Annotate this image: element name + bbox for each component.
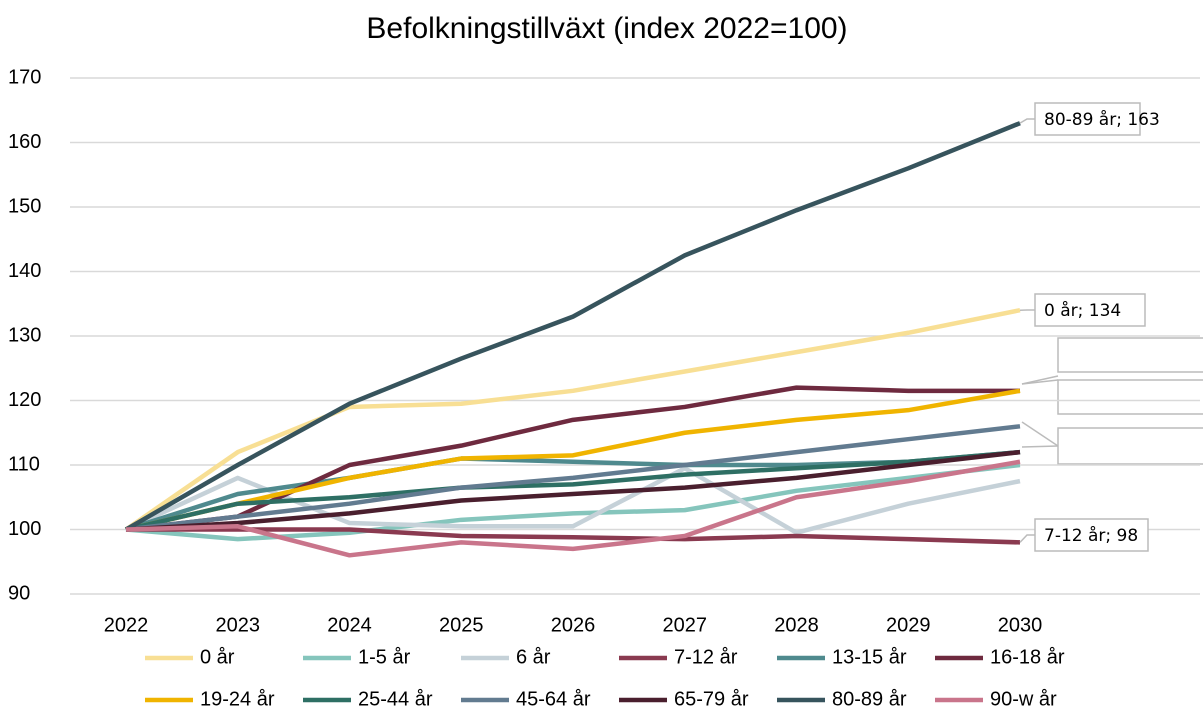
- line-series: [124, 307, 1021, 532]
- y-tick-label: 150: [8, 195, 41, 217]
- legend-label: 1-5 år: [358, 646, 411, 668]
- legend-label: 80-89 år: [832, 688, 907, 710]
- y-tick-label: 160: [8, 131, 41, 153]
- line-series: [126, 527, 1021, 545]
- line-series: [125, 459, 1021, 558]
- line-series: [125, 424, 1021, 532]
- callout-box: [1034, 102, 1141, 136]
- leader-line: [1021, 421, 1059, 447]
- callout-box: [1057, 379, 1203, 415]
- line-series: [124, 121, 1021, 532]
- y-tick-label: 170: [8, 66, 41, 88]
- callout-box: [1034, 293, 1146, 327]
- legend-label: 0 år: [200, 646, 235, 668]
- y-tick-label: 120: [8, 389, 41, 411]
- leader-line: [1019, 118, 1035, 124]
- legend-label: 16-18 år: [990, 646, 1065, 668]
- leader-line: [1021, 445, 1059, 448]
- legend-label: 6 år: [516, 646, 551, 668]
- annotation: 7-12 år; 98: [1044, 525, 1138, 546]
- x-tick-label: 2027: [663, 614, 708, 636]
- x-tick-label: 2028: [774, 614, 819, 636]
- chart-title: Befolkningstillväxt (index 2022=100): [366, 12, 847, 45]
- legend-label: 25-44 år: [358, 688, 433, 710]
- callout-box: [1034, 518, 1149, 552]
- y-tick-label: 90: [8, 582, 30, 604]
- legend-label: 65-79 år: [674, 688, 749, 710]
- x-tick-label: 2023: [216, 614, 261, 636]
- x-tick-label: 2025: [439, 614, 484, 636]
- legend-label: 7-12 år: [674, 646, 738, 668]
- y-tick-label: 100: [8, 518, 41, 540]
- legend-label: 19-24 år: [200, 688, 275, 710]
- empty-callouts: [1021, 337, 1203, 465]
- annotation: 80-89 år; 163: [1044, 109, 1160, 130]
- leader-line: [1019, 534, 1035, 543]
- legend-label: 90-w år: [990, 688, 1057, 710]
- callout-box: [1057, 337, 1203, 373]
- x-tick-label: 2030: [998, 614, 1043, 636]
- line-series: [125, 449, 1021, 532]
- legend-label: 45-64 år: [516, 688, 591, 710]
- y-tick-label: 110: [8, 453, 40, 475]
- y-tick-label: 130: [8, 324, 41, 346]
- x-tick-label: 2024: [327, 614, 372, 636]
- line-series: [125, 388, 1021, 532]
- x-tick-label: 2029: [886, 614, 931, 636]
- x-tick-label: 2022: [104, 614, 149, 636]
- legend-label: 13-15 år: [832, 646, 907, 668]
- annotation: 0 år; 134: [1044, 300, 1121, 321]
- callout-box: [1057, 427, 1203, 465]
- x-tick-label: 2026: [551, 614, 596, 636]
- line-series: [125, 449, 1021, 532]
- y-tick-label: 140: [8, 260, 41, 282]
- leader-line: [1021, 379, 1059, 385]
